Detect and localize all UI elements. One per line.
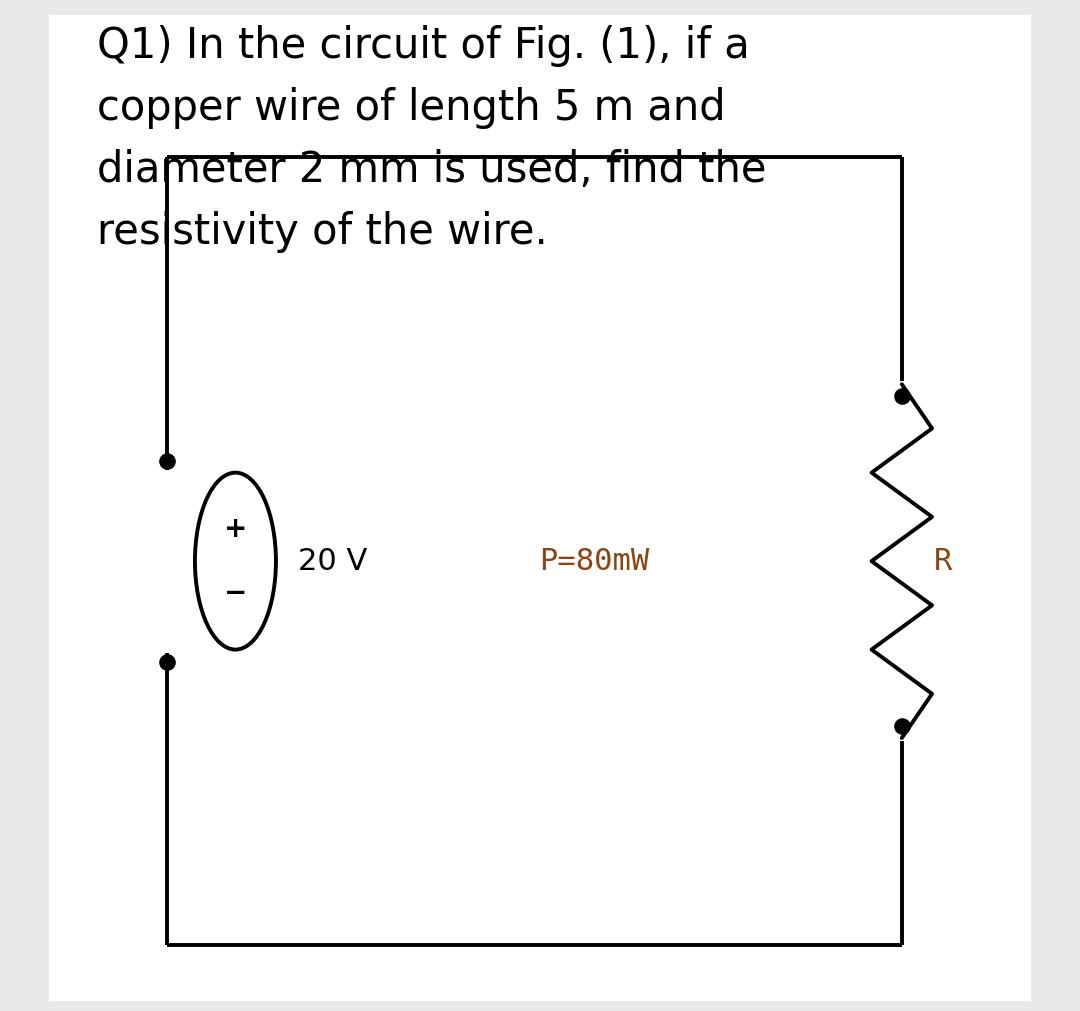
Text: +: + <box>224 516 247 543</box>
Point <box>159 653 176 669</box>
Text: R: R <box>934 547 953 575</box>
Text: 20 V: 20 V <box>298 547 367 575</box>
Ellipse shape <box>194 472 276 650</box>
Text: −: − <box>224 579 247 607</box>
Point <box>893 388 910 404</box>
Point <box>893 718 910 734</box>
FancyBboxPatch shape <box>49 15 1031 1001</box>
Text: Q1) In the circuit of Fig. (1), if a
copper wire of length 5 m and
diameter 2 mm: Q1) In the circuit of Fig. (1), if a cop… <box>97 25 767 253</box>
Text: P=80mW: P=80mW <box>539 547 649 575</box>
Point <box>159 453 176 469</box>
